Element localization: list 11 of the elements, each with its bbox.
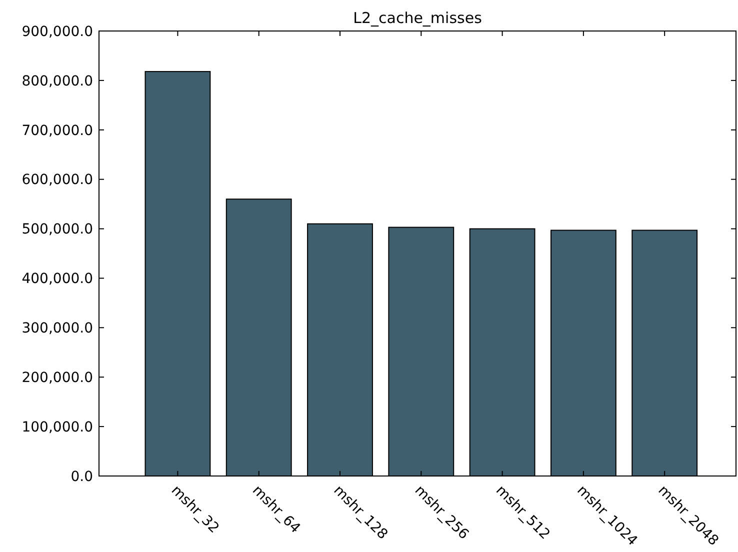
y-tick-label: 100,000.0 — [22, 419, 93, 436]
y-tick-label: 800,000.0 — [22, 73, 93, 90]
y-tick-label: 600,000.0 — [22, 172, 93, 188]
chart-title: L2_cache_misses — [353, 9, 482, 27]
y-tick-label: 300,000.0 — [22, 320, 93, 337]
y-tick-label: 400,000.0 — [22, 271, 93, 288]
y-tick-label: 900,000.0 — [22, 24, 93, 40]
y-tick-label: 500,000.0 — [22, 222, 93, 238]
y-tick-label: 700,000.0 — [22, 122, 93, 139]
y-tick-label: 200,000.0 — [22, 370, 93, 386]
y-tick-label: 0.0 — [70, 468, 93, 485]
